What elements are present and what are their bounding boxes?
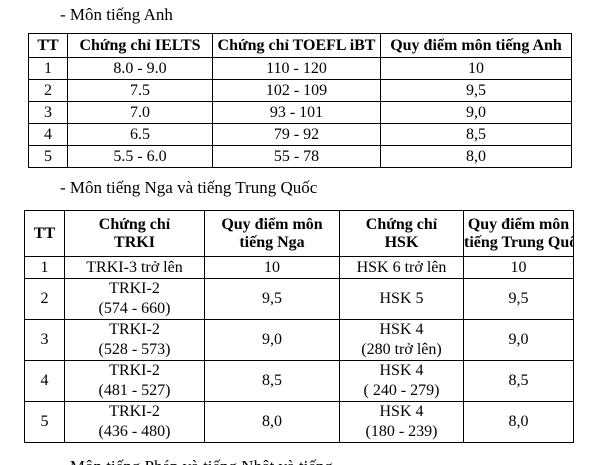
cell-tt: 3 (24, 319, 65, 361)
cell-trki: TRKI-2 (436 - 480) (64, 401, 205, 443)
cell-line: TRKI-2 (109, 321, 160, 338)
column-header-russian-score: Quy điểm môn tiếng Nga (204, 210, 340, 257)
header-line: HSK (384, 233, 419, 251)
cell-russian-score: 9,5 (204, 278, 340, 320)
column-header-chinese-score: Quy điểm môn tiếng Trung Quốc (463, 210, 574, 257)
cell-line: TRKI-2 (109, 280, 160, 297)
cell-line: HSK 5 (379, 290, 424, 307)
cell-english-score: 10 (380, 57, 572, 80)
cell-russian-score: 9,0 (204, 319, 340, 361)
column-header-toefl: Chứng chỉ TOEFL iBT (212, 33, 381, 58)
cell-trki: TRKI-2 (574 - 660) (64, 278, 205, 320)
english-section-heading: - Môn tiếng Anh (60, 5, 173, 24)
cell-ielts: 7.5 (67, 79, 213, 102)
cell-line: (436 - 480) (98, 423, 171, 440)
cell-line: HSK 4 (379, 403, 424, 420)
cell-russian-score: 8,0 (204, 401, 340, 443)
column-header-ielts: Chứng chỉ IELTS (67, 33, 213, 58)
cell-line: HSK 4 (379, 362, 424, 379)
table-row: 3 TRKI-2 (528 - 573) 9,0 HSK 4 (280 trở lên) 9… (24, 319, 574, 361)
column-header-hsk: Chứng chỉ HSK (339, 210, 464, 257)
table-row: 2 TRKI-2 (574 - 660) 9,5 HSK 5 9,5 (24, 278, 574, 320)
table-row: 5 5.5 - 6.0 55 - 78 8,0 (28, 145, 572, 168)
cell-tt: 1 (24, 256, 65, 279)
cell-english-score: 9,5 (380, 79, 572, 102)
cell-toefl: 93 - 101 (212, 101, 381, 124)
table-row: 1 TRKI-3 trở lên 10 HSK 6 trở lên 10 (24, 256, 574, 279)
cell-english-score: 8,0 (380, 145, 572, 168)
cell-tt: 5 (24, 401, 65, 443)
cell-tt: 3 (28, 101, 68, 124)
cell-ielts: 8.0 - 9.0 (67, 57, 213, 80)
cell-tt: 2 (24, 278, 65, 320)
cell-line: HSK 4 (379, 321, 424, 338)
header-line: tiếng Trung Quốc (464, 233, 574, 251)
cell-tt: 1 (28, 57, 68, 80)
table-header-row: TT Chứng chỉ IELTS Chứng chỉ TOEFL iBT Q… (28, 33, 572, 58)
cell-line: (574 - 660) (98, 300, 171, 317)
cell-russian-score: 10 (204, 256, 340, 279)
cell-hsk: HSK 5 (339, 278, 464, 320)
cell-english-score: 9,0 (380, 101, 572, 124)
table-row: 2 7.5 102 - 109 9,5 (28, 79, 572, 102)
cell-hsk: HSK 6 trở lên (339, 256, 464, 279)
cell-tt: 5 (28, 145, 68, 168)
cell-chinese-score: 9,0 (463, 319, 574, 361)
header-line: Chứng chỉ (98, 215, 171, 233)
cell-tt: 4 (28, 123, 68, 146)
cell-toefl: 55 - 78 (212, 145, 381, 168)
cell-line: (481 - 527) (98, 382, 171, 399)
cell-chinese-score: 9,5 (463, 278, 574, 320)
cell-line: HSK 6 trở lên (356, 258, 447, 276)
cell-hsk: HSK 4 (180 - 239) (339, 401, 464, 443)
table-row: 1 8.0 - 9.0 110 - 120 10 (28, 57, 572, 80)
cell-tt: 4 (24, 360, 65, 402)
column-header-tt: TT (28, 33, 68, 58)
russian-chinese-conversion-table: TT Chứng chỉ TRKI Quy điểm môn tiếng Nga Chứn… (24, 210, 574, 443)
cell-tt: 2 (28, 79, 68, 102)
cell-chinese-score: 8,5 (463, 360, 574, 402)
cell-hsk: HSK 4 ( 240 - 279) (339, 360, 464, 402)
header-line: Chứng chỉ (365, 215, 438, 233)
header-line: TRKI (114, 233, 155, 251)
cell-line: (180 - 239) (365, 423, 438, 440)
cell-toefl: 79 - 92 (212, 123, 381, 146)
cell-ielts: 6.5 (67, 123, 213, 146)
column-header-english-score: Quy điểm môn tiếng Anh (380, 33, 572, 58)
russian-chinese-section-heading: - Môn tiếng Nga và tiếng Trung Quốc (60, 178, 318, 197)
cell-toefl: 110 - 120 (212, 57, 381, 80)
partial-next-section-heading: - Môn tiếng Pháp và tiếng Nhật và tiếng … (60, 455, 335, 465)
cell-russian-score: 8,5 (204, 360, 340, 402)
table-header-row: TT Chứng chỉ TRKI Quy điểm môn tiếng Nga Chứn… (24, 210, 574, 257)
cell-trki: TRKI-2 (528 - 573) (64, 319, 205, 361)
english-conversion-table: TT Chứng chỉ IELTS Chứng chỉ TOEFL iBT Q… (28, 33, 572, 168)
header-line: Quy điểm môn (467, 215, 570, 233)
header-line: TT (33, 224, 56, 242)
cell-trki: TRKI-2 (481 - 527) (64, 360, 205, 402)
cell-line: TRKI-3 trở lên (86, 258, 183, 276)
cell-line: TRKI-2 (109, 403, 160, 420)
header-line: tiếng Nga (239, 233, 305, 251)
table-row: 4 TRKI-2 (481 - 527) 8,5 HSK 4 ( 240 - 279) 8,… (24, 360, 574, 402)
cell-ielts: 7.0 (67, 101, 213, 124)
cell-toefl: 102 - 109 (212, 79, 381, 102)
cell-chinese-score: 8,0 (463, 401, 574, 443)
cell-line: (280 trở lên) (361, 341, 442, 358)
cell-line: ( 240 - 279) (363, 382, 440, 399)
table-row: 3 7.0 93 - 101 9,0 (28, 101, 572, 124)
cell-line: (528 - 573) (98, 341, 171, 358)
header-line: Quy điểm môn (221, 215, 323, 233)
column-header-tt: TT (24, 210, 65, 257)
cell-chinese-score: 10 (463, 256, 574, 279)
column-header-trki: Chứng chỉ TRKI (64, 210, 205, 257)
cell-trki: TRKI-3 trở lên (64, 256, 205, 279)
table-row: 5 TRKI-2 (436 - 480) 8,0 HSK 4 (180 - 239) 8,0 (24, 401, 574, 443)
cell-hsk: HSK 4 (280 trở lên) (339, 319, 464, 361)
partial-next-section-text: - Môn tiếng Pháp và tiếng Nhật và tiếng … (60, 457, 335, 465)
cell-english-score: 8,5 (380, 123, 572, 146)
table-row: 4 6.5 79 - 92 8,5 (28, 123, 572, 146)
cell-ielts: 5.5 - 6.0 (67, 145, 213, 168)
cell-line: TRKI-2 (109, 362, 160, 379)
